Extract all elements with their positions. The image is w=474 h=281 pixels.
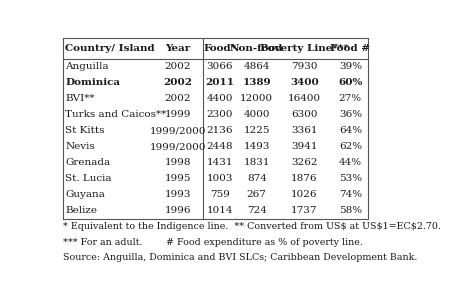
Text: 1026: 1026: [291, 190, 318, 199]
Text: 2300: 2300: [207, 110, 233, 119]
Text: 724: 724: [247, 206, 267, 215]
Text: 64%: 64%: [339, 126, 362, 135]
Text: * Equivalent to the Indigence line.  ** Converted from US$ at US$1=EC$2.70.: * Equivalent to the Indigence line. ** C…: [63, 222, 441, 231]
Text: 27%: 27%: [339, 94, 362, 103]
Text: 1999/2000: 1999/2000: [149, 126, 206, 135]
Text: 2002: 2002: [163, 78, 192, 87]
Text: 36%: 36%: [339, 110, 362, 119]
Text: 12000: 12000: [240, 94, 273, 103]
Text: 267: 267: [247, 190, 267, 199]
Text: 4864: 4864: [244, 62, 270, 71]
Text: 2002: 2002: [164, 62, 191, 71]
Text: 58%: 58%: [339, 206, 362, 215]
Text: 1389: 1389: [242, 78, 271, 87]
Text: 2136: 2136: [207, 126, 233, 135]
Text: *** For an adult.: *** For an adult.: [63, 237, 142, 246]
Text: Anguilla: Anguilla: [65, 62, 109, 71]
Text: 1431: 1431: [207, 158, 233, 167]
Text: 1999: 1999: [164, 110, 191, 119]
Text: 759: 759: [210, 190, 230, 199]
Text: 1014: 1014: [207, 206, 233, 215]
Text: 1998: 1998: [164, 158, 191, 167]
Text: 1737: 1737: [291, 206, 318, 215]
Text: 74%: 74%: [339, 190, 362, 199]
Text: 3361: 3361: [291, 126, 318, 135]
Text: Country/ Island: Country/ Island: [65, 44, 155, 53]
Text: 1493: 1493: [244, 142, 270, 151]
Text: 1876: 1876: [291, 174, 318, 183]
Text: Nevis: Nevis: [65, 142, 95, 151]
Text: Food #: Food #: [330, 44, 370, 53]
Text: 1003: 1003: [207, 174, 233, 183]
Text: 16400: 16400: [288, 94, 321, 103]
Text: 44%: 44%: [339, 158, 362, 167]
Text: St. Lucia: St. Lucia: [65, 174, 112, 183]
Text: 2002: 2002: [164, 94, 191, 103]
Text: 53%: 53%: [339, 174, 362, 183]
Text: 1995: 1995: [164, 174, 191, 183]
Text: 1225: 1225: [244, 126, 270, 135]
Text: 3400: 3400: [290, 78, 319, 87]
Text: 6300: 6300: [291, 110, 318, 119]
Text: 1831: 1831: [244, 158, 270, 167]
Text: 62%: 62%: [339, 142, 362, 151]
Text: Year: Year: [165, 44, 191, 53]
Text: 60%: 60%: [338, 78, 363, 87]
Text: 4000: 4000: [244, 110, 270, 119]
Text: 2448: 2448: [207, 142, 233, 151]
Text: Poverty Line***: Poverty Line***: [260, 44, 349, 53]
Text: 1993: 1993: [164, 190, 191, 199]
Text: 874: 874: [247, 174, 267, 183]
Text: Food*: Food*: [203, 44, 237, 53]
Text: Belize: Belize: [65, 206, 97, 215]
Text: St Kitts: St Kitts: [65, 126, 105, 135]
Text: BVI**: BVI**: [65, 94, 95, 103]
Text: 2011: 2011: [205, 78, 235, 87]
Text: Source: Anguilla, Dominica and BVI SLCs; Caribbean Development Bank.: Source: Anguilla, Dominica and BVI SLCs;…: [63, 253, 417, 262]
Text: Non-food: Non-food: [230, 44, 283, 53]
Text: Guyana: Guyana: [65, 190, 105, 199]
Text: # Food expenditure as % of poverty line.: # Food expenditure as % of poverty line.: [166, 237, 363, 246]
Text: Turks and Caicos**: Turks and Caicos**: [65, 110, 166, 119]
Text: 3941: 3941: [291, 142, 318, 151]
Text: 39%: 39%: [339, 62, 362, 71]
Text: 1996: 1996: [164, 206, 191, 215]
Text: 4400: 4400: [207, 94, 233, 103]
Text: Grenada: Grenada: [65, 158, 110, 167]
Text: 3066: 3066: [207, 62, 233, 71]
Text: 3262: 3262: [291, 158, 318, 167]
Text: Dominica: Dominica: [65, 78, 120, 87]
Text: 1999/2000: 1999/2000: [149, 142, 206, 151]
Text: 7930: 7930: [291, 62, 318, 71]
